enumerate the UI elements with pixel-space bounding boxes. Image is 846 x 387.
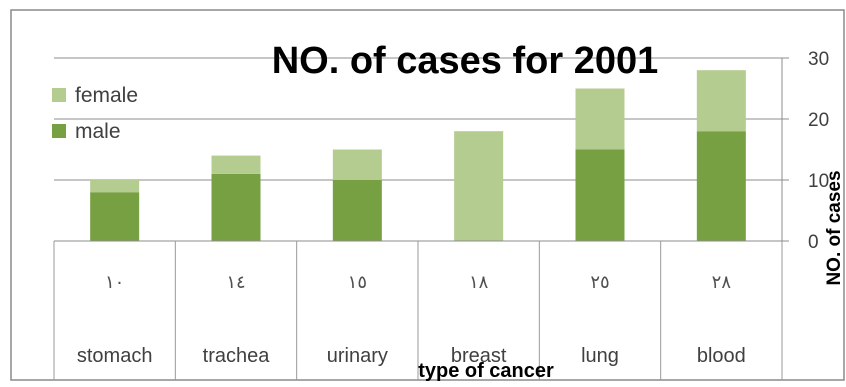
chart-title: NO. of cases for 2001 bbox=[272, 40, 659, 82]
bar-female-lung bbox=[575, 88, 625, 150]
table-value: ١٨ bbox=[469, 272, 489, 292]
table-value: ١٤ bbox=[226, 272, 245, 292]
legend-swatch-male bbox=[52, 124, 66, 138]
bar-male-stomach bbox=[90, 192, 140, 241]
table-value: ١٥ bbox=[348, 272, 367, 292]
x-tick-label: lung bbox=[581, 345, 619, 367]
legend-label-male: male bbox=[75, 120, 121, 143]
x-tick-label: stomach bbox=[77, 345, 153, 367]
bar-male-urinary bbox=[332, 180, 382, 241]
bar-male-blood bbox=[696, 131, 746, 241]
table-value: ٢٥ bbox=[590, 272, 609, 292]
bar-female-blood bbox=[696, 70, 746, 132]
x-tick-label: blood bbox=[697, 345, 746, 367]
y-tick-label: 20 bbox=[808, 110, 829, 131]
y-tick-label: 0 bbox=[808, 232, 819, 253]
legend-swatch-female bbox=[52, 88, 66, 102]
x-tick-label: trachea bbox=[203, 345, 271, 367]
bar-female-breast bbox=[454, 131, 504, 241]
table-value: ٢٨ bbox=[712, 272, 732, 292]
bar-female-urinary bbox=[332, 149, 382, 180]
bar-male-trachea bbox=[211, 173, 261, 241]
bar-female-trachea bbox=[211, 155, 261, 174]
y-axis-title: NO. of cases bbox=[824, 170, 845, 285]
table-value: ١٠ bbox=[105, 272, 124, 292]
x-tick-label: breast bbox=[451, 345, 507, 367]
legend-label-female: female bbox=[75, 84, 138, 107]
y-tick-label: 30 bbox=[808, 49, 829, 70]
bar-female-stomach bbox=[90, 180, 140, 193]
x-axis-title: type of cancer bbox=[418, 360, 554, 382]
bar-male-lung bbox=[575, 149, 625, 241]
x-tick-label: urinary bbox=[327, 345, 388, 367]
y-tick-label: 10 bbox=[808, 171, 829, 192]
